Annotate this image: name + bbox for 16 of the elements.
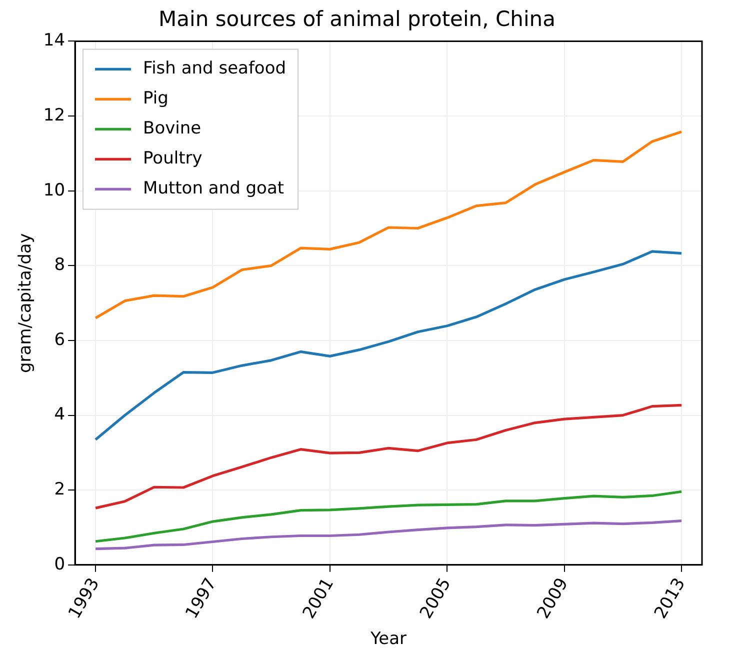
chart-title: Main sources of animal protein, China — [158, 7, 556, 32]
y-tick-label: 0 — [54, 554, 66, 574]
y-axis-title: gram/capita/day — [16, 233, 36, 373]
legend-label: Mutton and goat — [143, 178, 284, 199]
legend-label: Pig — [143, 88, 168, 109]
y-tick-label: 4 — [54, 404, 66, 425]
legend-label: Bovine — [143, 118, 202, 139]
y-tick-label: 14 — [43, 30, 66, 51]
y-tick-label: 2 — [54, 480, 66, 500]
y-tick-label: 6 — [54, 330, 66, 350]
y-tick-label: 10 — [43, 180, 66, 200]
y-tick-label: 8 — [54, 255, 66, 276]
legend-label: Fish and seafood — [143, 58, 286, 79]
x-axis-title: Year — [370, 629, 407, 650]
legend-label: Poultry — [143, 148, 202, 169]
y-tick-label: 12 — [43, 105, 66, 126]
